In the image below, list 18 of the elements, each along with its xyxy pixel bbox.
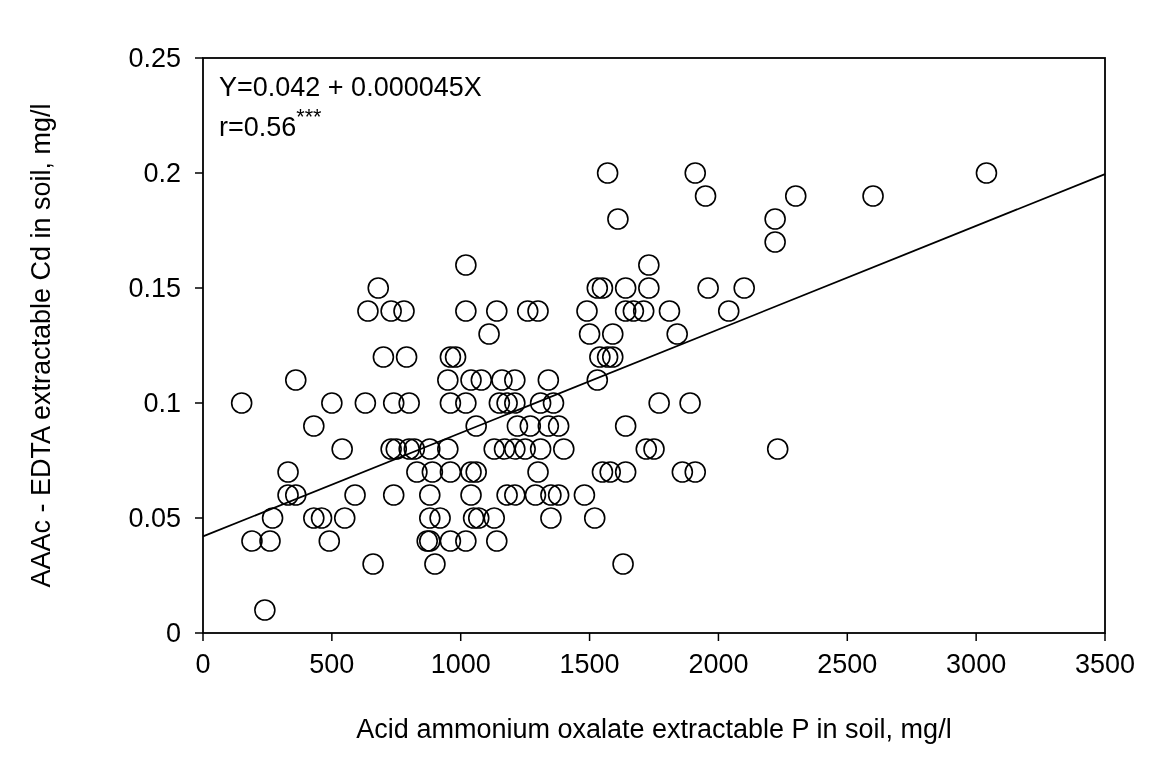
x-tick-label: 0 [195, 649, 211, 679]
y-tick-label: 0.05 [128, 503, 181, 534]
y-tick-label: 0.25 [128, 43, 181, 74]
x-tick-label: 2000 [688, 649, 749, 679]
x-tick-label: 3000 [946, 649, 1007, 679]
y-tick-label: 0.15 [128, 273, 181, 304]
y-tick-label: 0.1 [143, 388, 181, 419]
y-tick-label: 0 [165, 618, 181, 649]
y-axis-title: AAAc - EDTA extractable Cd in soil, mg/l [26, 103, 56, 588]
x-tick-label: 500 [309, 649, 355, 679]
x-tick-label: 3500 [1074, 649, 1136, 679]
annotation: Y=0.042 + 0.000045X [219, 72, 482, 102]
y-tick-label: 0.2 [143, 158, 181, 189]
x-axis-title: Acid ammonium oxalate extractable P in soil, mg/l [356, 714, 952, 744]
x-tick-label: 1500 [559, 649, 620, 679]
annotation: r=0.56$^{***}$ [219, 103, 323, 142]
x-tick-label: 2500 [817, 649, 878, 679]
x-tick-label: 1000 [430, 649, 491, 679]
